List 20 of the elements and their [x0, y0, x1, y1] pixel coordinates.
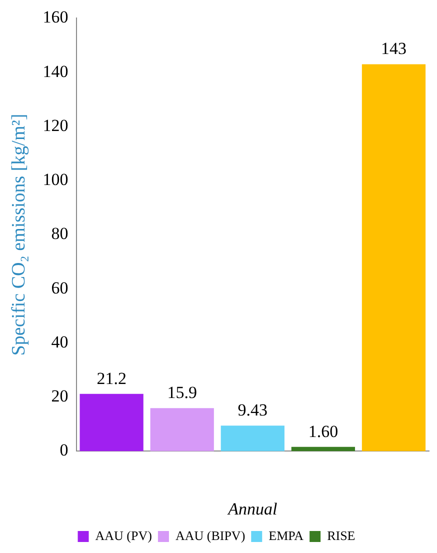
- y-tick-label: 120: [42, 116, 68, 135]
- y-tick-label: 160: [42, 8, 68, 27]
- y-axis-title: Specific CO₂ emissions [kg/m²]: [8, 114, 30, 356]
- legend-label: EMPA: [268, 528, 304, 543]
- data-label: 143: [380, 39, 406, 58]
- y-tick-label: 40: [51, 332, 68, 352]
- data-label: 9.43: [238, 400, 268, 420]
- y-tick-label: 60: [51, 278, 68, 298]
- x-axis-title: Annual: [227, 499, 278, 518]
- legend-label: AAU (PV): [95, 528, 152, 543]
- y-tick-label: 140: [42, 62, 68, 81]
- y-tick-label: 20: [51, 386, 68, 406]
- y-tick-label: 80: [51, 224, 68, 244]
- data-label: 21.2: [96, 368, 126, 388]
- legend-label: AAU (BIPV): [175, 528, 246, 543]
- data-label: 1.60: [308, 422, 338, 441]
- y-tick-label: 0: [60, 440, 68, 460]
- y-tick-label: 100: [42, 170, 68, 190]
- legend-label: RISE: [327, 528, 356, 543]
- data-label: 15.9: [167, 383, 197, 402]
